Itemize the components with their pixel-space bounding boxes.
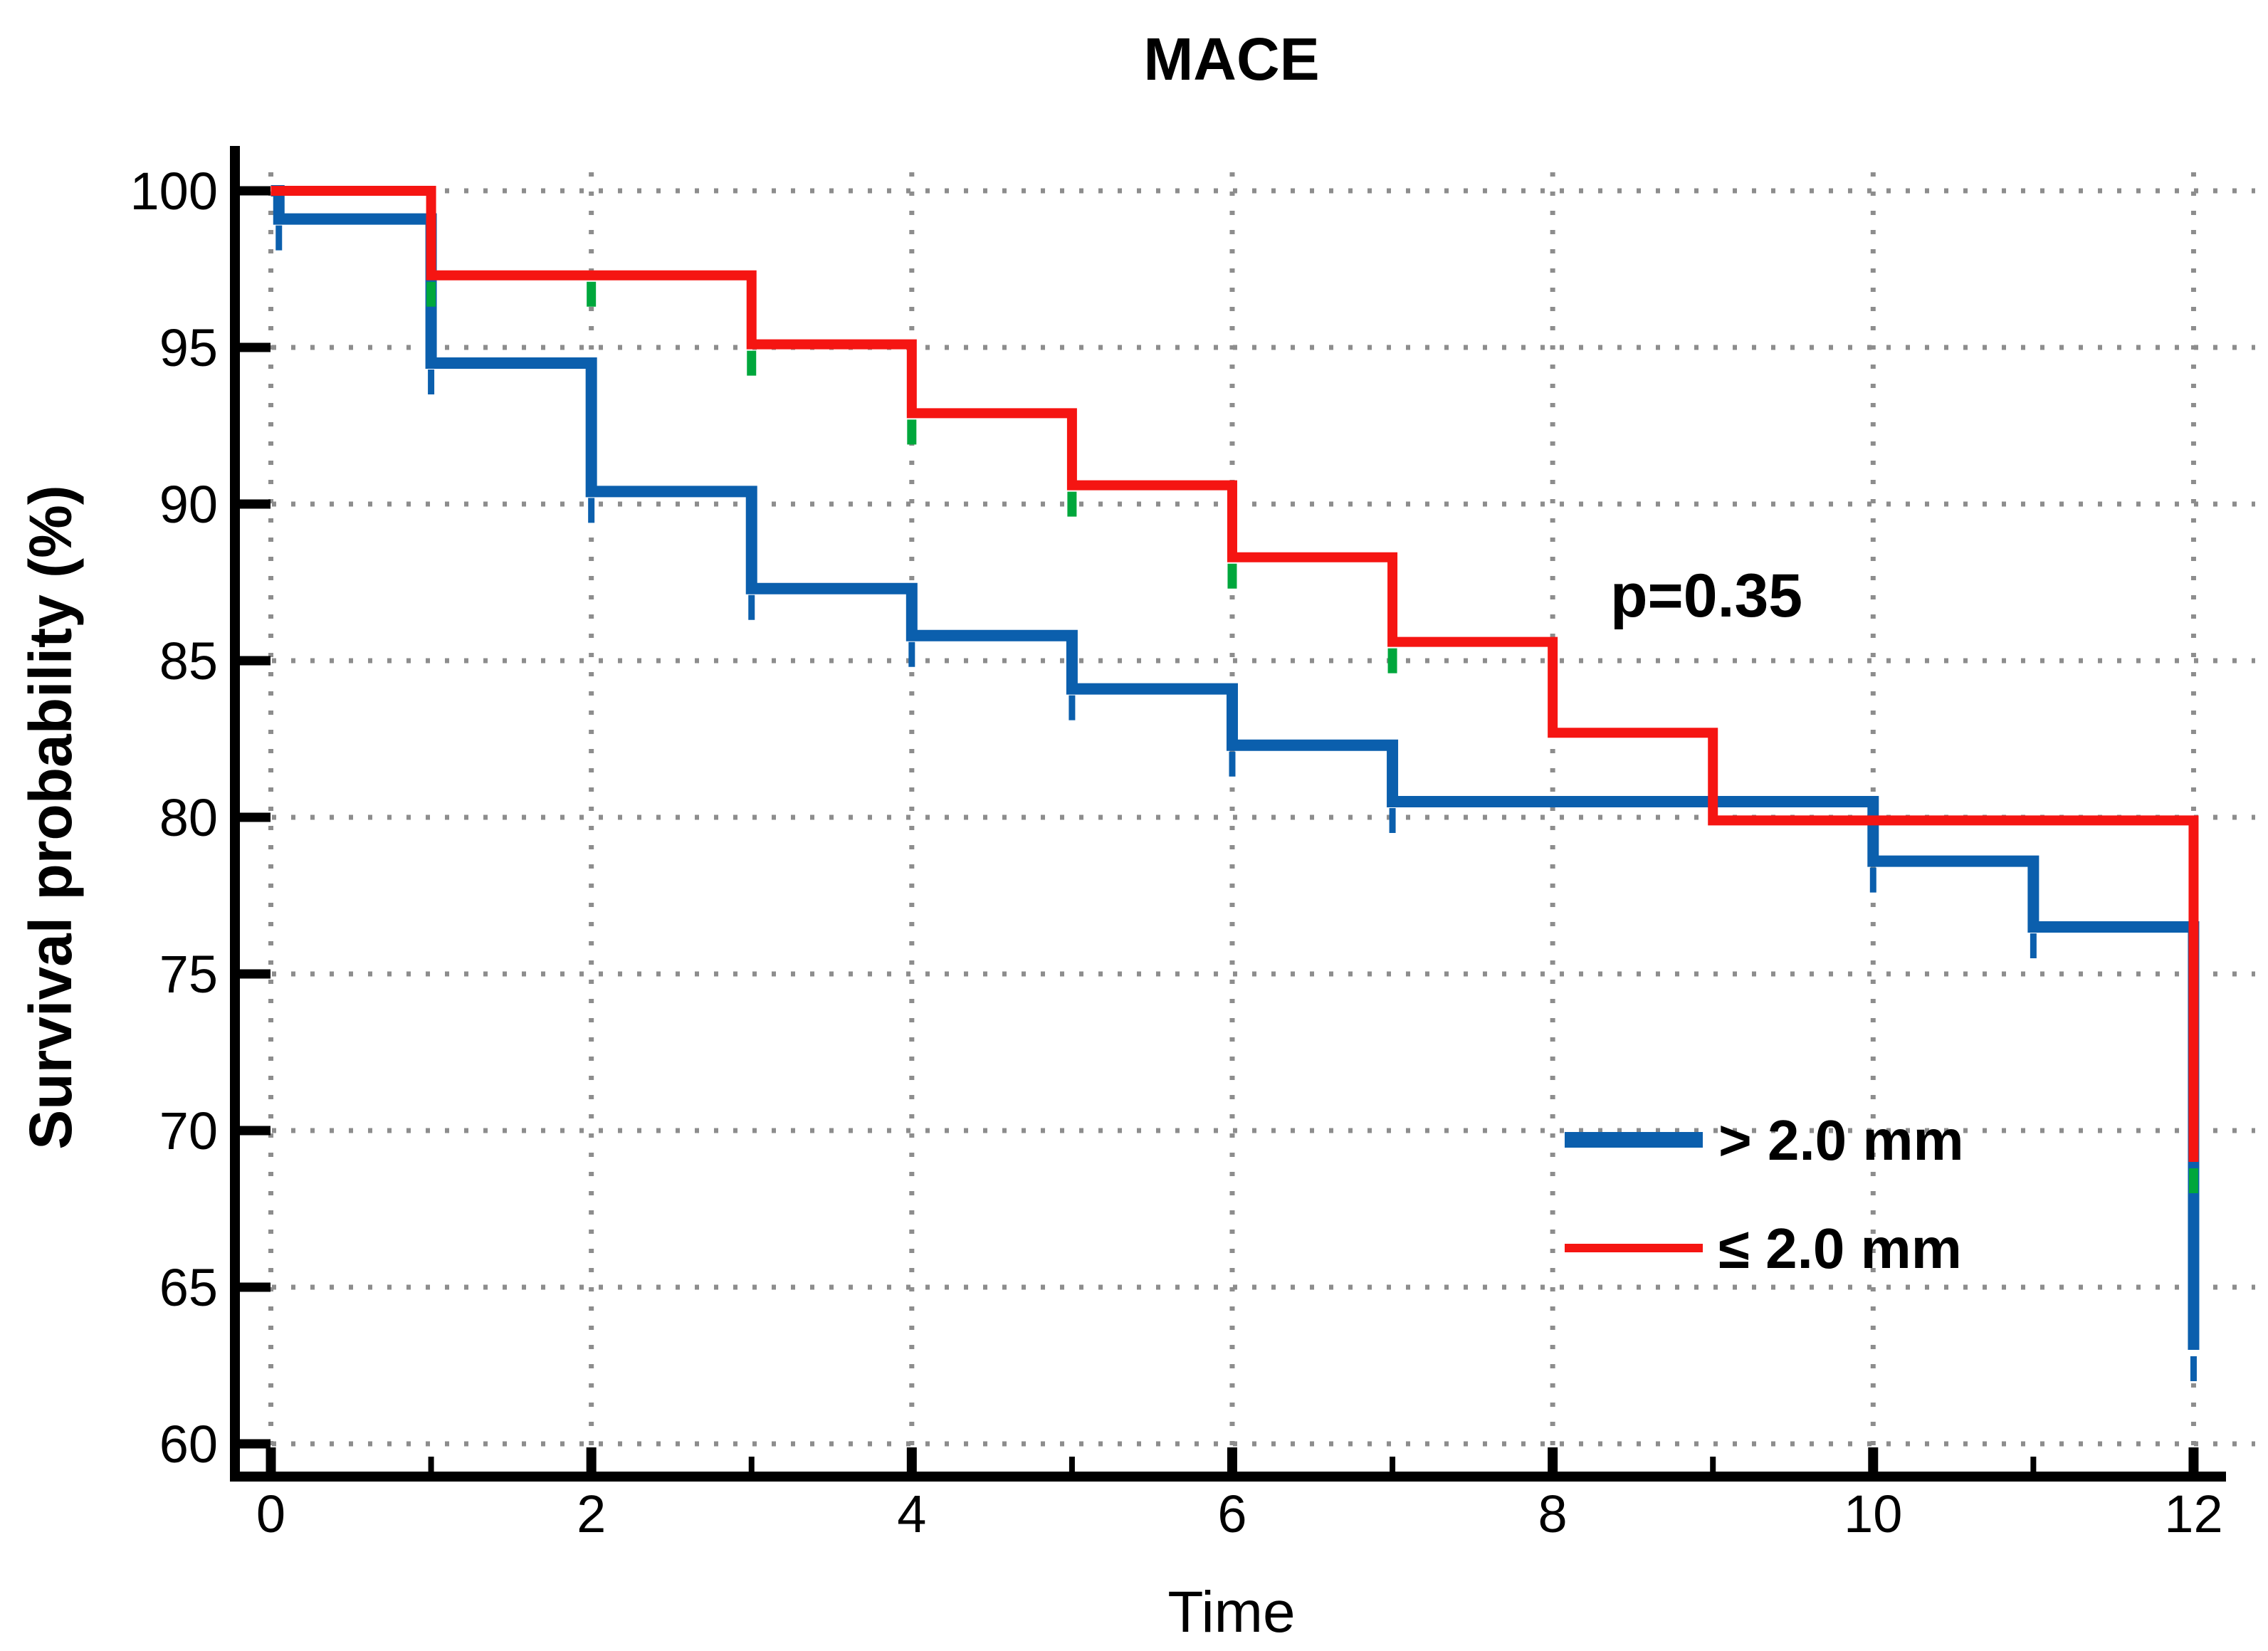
- y-tick-label: 75: [159, 945, 218, 1004]
- survival-curve-gt-2mm: [271, 185, 2200, 1350]
- y-tick-label: 85: [159, 631, 218, 691]
- x-tick-label: 4: [897, 1484, 926, 1543]
- x-tick-label: 10: [1844, 1484, 1902, 1543]
- y-axis-title: Survival probability (%): [17, 485, 84, 1150]
- chart-title: MACE: [1143, 26, 1319, 93]
- y-tick-label: 95: [159, 318, 218, 377]
- y-tick-label: 80: [159, 788, 218, 847]
- y-tick-label: 60: [159, 1415, 218, 1474]
- x-tick-label: 2: [577, 1484, 606, 1543]
- legend-label-gt-2mm: > 2.0 mm: [1718, 1108, 1964, 1172]
- x-tick-label: 0: [256, 1484, 285, 1543]
- legend: > 2.0 mm ≤ 2.0 mm: [1565, 1108, 1964, 1280]
- curve-layer: [271, 185, 2200, 1350]
- y-tick-label: 65: [159, 1258, 218, 1317]
- x-tick-label: 6: [1217, 1484, 1246, 1543]
- p-value-annotation: p=0.35: [1610, 562, 1802, 630]
- tick-label-layer: 60 65 70 75 80 85 90 95 100 0 2 4 6 8 10 12: [130, 162, 2223, 1543]
- grid-layer: [268, 172, 2255, 1472]
- x-axis-title: Time: [1167, 1580, 1295, 1645]
- legend-label-le-2mm: ≤ 2.0 mm: [1718, 1217, 1962, 1280]
- y-tick-label: 90: [159, 475, 218, 534]
- censor-marks-layer: [275, 225, 2198, 1381]
- x-tick-label: 12: [2164, 1484, 2222, 1543]
- survival-curve-le-2mm: [271, 186, 2199, 1162]
- x-tick-label: 8: [1538, 1484, 1568, 1543]
- y-tick-label: 100: [130, 162, 218, 221]
- y-tick-label: 70: [159, 1101, 218, 1160]
- axis-layer: [230, 146, 2226, 1482]
- tick-layer: [240, 186, 2199, 1472]
